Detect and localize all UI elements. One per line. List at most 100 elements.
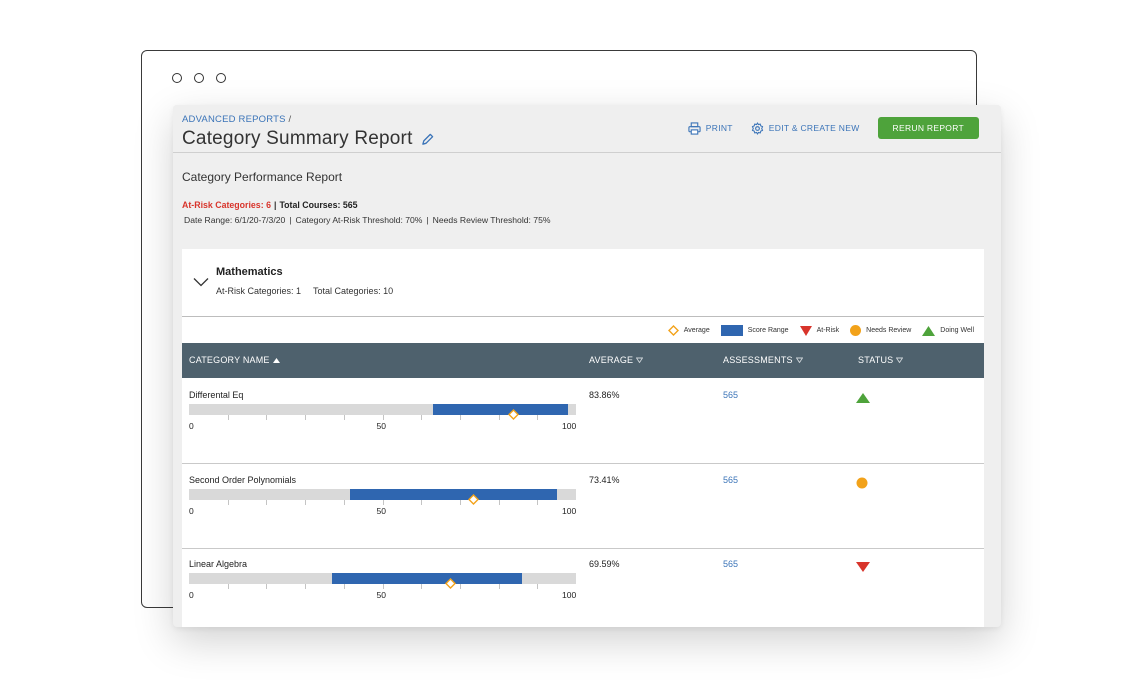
triangle-up-icon	[922, 325, 936, 336]
column-label: STATUS	[858, 355, 894, 365]
axis-tick	[266, 500, 268, 505]
axis-tick	[227, 415, 229, 420]
assessments-link[interactable]: 565	[723, 475, 739, 485]
column-header-status[interactable]: STATUS	[858, 355, 904, 365]
subject-card: Mathematics At-Risk Categories: 1 Total C…	[182, 249, 984, 627]
pencil-icon[interactable]	[421, 133, 434, 146]
gear-icon	[751, 121, 763, 135]
at-risk-count: At-Risk Categories: 6	[182, 200, 271, 210]
average-marker	[467, 494, 479, 505]
legend-average: Average	[667, 325, 710, 336]
print-button[interactable]: PRINT	[688, 121, 733, 135]
average-value: 69.59%	[589, 559, 620, 569]
print-label: PRINT	[705, 123, 733, 133]
average-marker	[444, 578, 456, 589]
circle-icon	[850, 325, 862, 336]
triangle-up-icon	[856, 393, 870, 403]
legend-doing-well-label: Doing Well	[940, 327, 974, 334]
breadcrumb-link[interactable]: ADVANCED REPORTS	[182, 114, 286, 125]
legend-average-label: Average	[683, 327, 710, 334]
score-range-bar	[432, 404, 569, 415]
total-courses: Total Courses: 565	[279, 200, 358, 210]
axis-tick	[498, 584, 500, 589]
breadcrumb-separator: /	[288, 114, 292, 125]
report-parameters: Date Range: 6/1/20-7/3/20 | Category At-Ri…	[184, 215, 551, 225]
legend-needs-review: Needs Review	[850, 325, 911, 336]
rerun-report-button[interactable]: RERUN REPORT	[877, 117, 979, 139]
score-range-track	[189, 573, 576, 589]
legend-score-range-label: Score Range	[747, 327, 789, 334]
report-toolbar: PRINT EDIT & CREATE NEW RERUN REPORT	[688, 117, 979, 139]
column-label: AVERAGE	[589, 355, 634, 365]
triangle-down-icon	[799, 325, 812, 336]
table-header: CATEGORY NAME AVERAGE ASSESSMENTS STATUS	[182, 343, 984, 378]
score-range-bar	[349, 489, 557, 500]
axis-tick	[459, 584, 461, 589]
axis-label: 0	[189, 421, 194, 431]
axis-tick	[266, 584, 268, 589]
subject-meta: At-Risk Categories: 1 Total Categories: 1…	[216, 286, 393, 296]
category-name: Linear Algebra	[189, 559, 248, 569]
axis-tick	[382, 415, 384, 420]
assessments-link[interactable]: 565	[723, 559, 739, 569]
score-range-swatch	[720, 325, 743, 336]
window-control-dot[interactable]	[216, 73, 226, 83]
sort-toggle-icon	[795, 357, 803, 363]
axis-tick	[459, 415, 461, 420]
chevron-down-icon[interactable]	[193, 277, 209, 287]
axis-label: 100	[562, 506, 577, 516]
axis-tick	[537, 500, 539, 505]
axis-tick	[227, 584, 229, 589]
axis-label: 100	[562, 590, 577, 600]
average-value: 83.86%	[589, 390, 620, 400]
axis-label: 0	[189, 506, 194, 516]
sort-toggle-icon	[636, 357, 644, 363]
axis-label: 50	[376, 421, 386, 431]
column-header-category[interactable]: CATEGORY NAME	[189, 355, 280, 365]
axis-tick	[305, 500, 307, 505]
table-row: Linear Algebra 0 50 100 69.59% 565	[182, 548, 984, 627]
axis-tick	[421, 415, 423, 420]
axis-tick	[498, 500, 500, 505]
axis-tick	[421, 500, 423, 505]
axis-tick	[537, 584, 539, 589]
subject-at-risk: At-Risk Categories: 1	[216, 286, 302, 296]
axis-label: 100	[562, 421, 577, 431]
sort-toggle-icon	[896, 357, 904, 363]
legend-at-risk-label: At-Risk	[816, 327, 840, 334]
axis-tick	[498, 415, 500, 420]
legend-doing-well: Doing Well	[922, 325, 974, 336]
axis-tick	[227, 500, 229, 505]
printer-icon	[688, 121, 701, 135]
date-range: Date Range: 6/1/20-7/3/20	[184, 215, 286, 225]
axis-tick	[382, 500, 384, 505]
axis-tick	[343, 500, 345, 505]
axis-tick	[382, 584, 384, 589]
score-range-track	[189, 404, 576, 420]
column-header-average[interactable]: AVERAGE	[589, 355, 644, 365]
report-panel: ADVANCED REPORTS / Category Summary Repo…	[173, 105, 1001, 627]
report-header: ADVANCED REPORTS / Category Summary Repo…	[173, 105, 1001, 153]
axis-label: 0	[189, 590, 194, 600]
legend-needs-review-label: Needs Review	[866, 327, 912, 334]
axis-tick	[421, 584, 423, 589]
window-controls	[172, 73, 226, 83]
needs-review-threshold: Needs Review Threshold: 75%	[432, 215, 551, 225]
average-marker	[508, 409, 520, 420]
edit-create-label: EDIT & CREATE NEW	[768, 123, 860, 133]
table-row: Differental Eq 0 50 100 83.86% 565	[182, 379, 984, 464]
axis-tick	[305, 415, 307, 420]
score-range-track	[189, 489, 576, 505]
assessments-link[interactable]: 565	[723, 390, 739, 400]
window-control-dot[interactable]	[172, 73, 182, 83]
axis-tick	[537, 415, 539, 420]
axis-label: 50	[376, 590, 386, 600]
title-row: Category Summary Report	[182, 128, 434, 150]
legend-score-range: Score Range	[720, 325, 789, 336]
divider	[182, 316, 984, 317]
column-header-assessments[interactable]: ASSESSMENTS	[723, 355, 803, 365]
category-name: Differental Eq	[189, 390, 244, 400]
window-control-dot[interactable]	[194, 73, 204, 83]
page-title: Category Summary Report	[182, 128, 413, 149]
edit-create-new-button[interactable]: EDIT & CREATE NEW	[751, 121, 860, 135]
